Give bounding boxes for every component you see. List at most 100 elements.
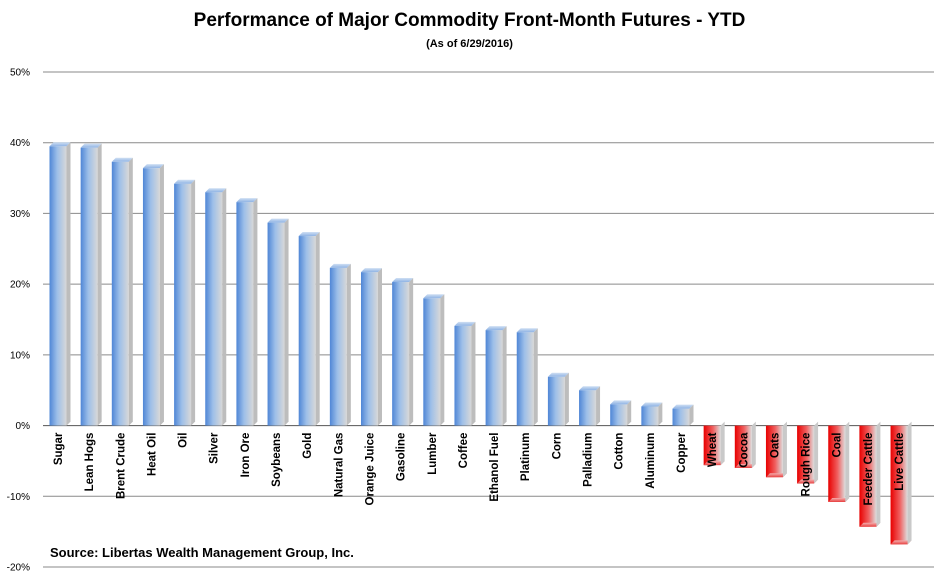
bar-body bbox=[236, 202, 254, 426]
bar-body bbox=[80, 147, 98, 426]
y-axis: 50% 40% 30% 20% 10% 0% -10% -20% bbox=[7, 68, 30, 574]
bar bbox=[859, 421, 881, 527]
bar-side bbox=[315, 232, 320, 426]
bar-side bbox=[346, 263, 351, 426]
bar-body bbox=[579, 390, 597, 426]
chart-subtitle: (As of 6/29/2016) bbox=[426, 38, 513, 50]
bar-cap bbox=[329, 263, 351, 268]
bar bbox=[174, 179, 196, 426]
bars bbox=[49, 142, 912, 545]
bar bbox=[205, 188, 227, 426]
x-tick-label: Gasoline bbox=[396, 433, 408, 482]
x-tick-label: Cotton bbox=[614, 433, 626, 470]
bar-cap bbox=[423, 294, 445, 299]
bar-side bbox=[378, 268, 382, 426]
bar bbox=[329, 263, 351, 426]
bar-body bbox=[672, 408, 690, 426]
y-tick-label: 10% bbox=[10, 350, 30, 361]
bar-cap bbox=[49, 142, 71, 147]
bar-body bbox=[703, 425, 721, 466]
bar bbox=[423, 294, 445, 426]
bar bbox=[49, 142, 71, 426]
bar bbox=[890, 421, 912, 545]
bar bbox=[703, 421, 725, 466]
bar-side bbox=[471, 321, 476, 426]
bar-side bbox=[720, 421, 725, 466]
bar bbox=[80, 143, 102, 426]
bar-side bbox=[97, 143, 102, 426]
y-tick-label: 0% bbox=[16, 421, 31, 432]
x-tick-label: Natural Gas bbox=[333, 433, 345, 498]
bar-cap bbox=[641, 402, 663, 407]
x-tick-label: Palladium bbox=[583, 433, 595, 487]
bar-side bbox=[876, 421, 881, 527]
bar-side bbox=[814, 421, 819, 484]
bar-side bbox=[782, 421, 787, 478]
bar bbox=[485, 326, 507, 426]
bar-side bbox=[596, 386, 601, 426]
bar-cap bbox=[703, 461, 725, 466]
bar-cap bbox=[579, 386, 601, 391]
bar-side bbox=[253, 198, 258, 426]
y-tick-label: -10% bbox=[7, 492, 30, 503]
bar bbox=[454, 321, 476, 426]
bar-cap bbox=[734, 464, 756, 468]
bar bbox=[672, 404, 694, 426]
bar-body bbox=[111, 161, 129, 426]
y-tick-label: 40% bbox=[10, 138, 30, 149]
bar-cap bbox=[174, 179, 196, 184]
bar bbox=[392, 278, 414, 426]
bar bbox=[765, 421, 787, 478]
x-tick-label: Coal bbox=[832, 433, 844, 458]
x-tick-label: Platinum bbox=[520, 433, 532, 482]
x-tick-label: Wheat bbox=[707, 432, 719, 467]
x-tick-label: Cocoa bbox=[738, 432, 750, 468]
bar-body bbox=[890, 425, 908, 545]
bar bbox=[142, 164, 164, 426]
y-tick-label: 30% bbox=[10, 209, 30, 220]
bar-side bbox=[66, 142, 71, 426]
x-axis-labels: Sugar Lean Hogs Brent Crude Heat Oil Oil Silv… bbox=[53, 432, 906, 505]
bar bbox=[361, 268, 382, 426]
bar bbox=[610, 400, 632, 426]
bar-side bbox=[222, 188, 227, 426]
x-tick-label: Sugar bbox=[53, 432, 65, 465]
bar-body bbox=[267, 222, 285, 426]
y-tick-label: -20% bbox=[7, 563, 30, 574]
bar bbox=[267, 218, 289, 426]
bar-body bbox=[859, 425, 877, 527]
bar-side bbox=[845, 421, 850, 502]
x-tick-label: Copper bbox=[676, 432, 688, 473]
chart-source: Source: Libertas Wealth Management Group… bbox=[50, 545, 354, 560]
bar bbox=[797, 421, 819, 484]
x-tick-label: Aluminum bbox=[645, 433, 657, 489]
bar-side bbox=[751, 421, 756, 468]
x-tick-label: Brent Crude bbox=[115, 433, 127, 499]
bar-cap bbox=[454, 321, 476, 326]
bar-cap bbox=[205, 188, 227, 193]
x-tick-label: Lumber bbox=[427, 432, 439, 475]
bar-cap bbox=[547, 372, 569, 377]
x-tick-label: Gold bbox=[302, 433, 314, 459]
x-tick-label: Soybeans bbox=[271, 433, 283, 487]
x-tick-label: Live Cattle bbox=[894, 433, 906, 491]
bar-side bbox=[159, 164, 164, 426]
x-tick-label: Lean Hogs bbox=[84, 433, 96, 492]
bar-cap bbox=[236, 198, 258, 203]
y-tick-label: 20% bbox=[10, 280, 30, 291]
bar-body bbox=[49, 146, 67, 426]
bar-side bbox=[409, 278, 414, 426]
bar-side bbox=[128, 157, 133, 426]
bar-side bbox=[284, 218, 289, 426]
bar-side bbox=[564, 372, 569, 426]
bar-cap bbox=[485, 326, 507, 331]
bar-cap bbox=[111, 157, 133, 162]
bar-body bbox=[485, 330, 503, 426]
bar-side bbox=[533, 328, 538, 426]
bar bbox=[236, 198, 258, 426]
bar-cap bbox=[765, 473, 787, 478]
bar-body bbox=[797, 425, 815, 484]
chart-title: Performance of Major Commodity Front-Mon… bbox=[193, 10, 746, 31]
bar-side bbox=[658, 402, 663, 426]
